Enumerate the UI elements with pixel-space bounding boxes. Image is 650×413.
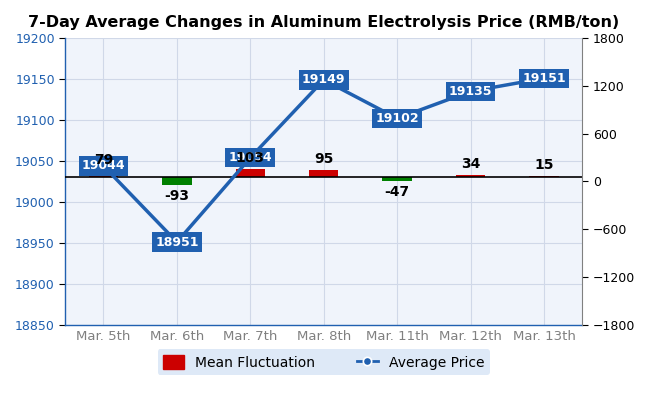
Bar <box>162 177 192 185</box>
Bar <box>236 169 265 177</box>
Text: 15: 15 <box>534 158 554 172</box>
Text: 103: 103 <box>236 151 265 165</box>
Title: 7-Day Average Changes in Aluminum Electrolysis Price (RMB/ton): 7-Day Average Changes in Aluminum Electr… <box>28 15 619 30</box>
Text: 95: 95 <box>314 152 333 166</box>
Bar <box>89 171 118 177</box>
Text: 19054: 19054 <box>229 151 272 164</box>
Text: -93: -93 <box>164 189 189 203</box>
Text: -47: -47 <box>385 185 410 199</box>
Text: 19151: 19151 <box>522 72 566 85</box>
Bar <box>529 176 559 177</box>
Text: 34: 34 <box>461 157 480 171</box>
Text: 79: 79 <box>94 153 113 167</box>
Text: 19044: 19044 <box>82 159 125 172</box>
Bar <box>309 170 339 177</box>
Text: 19149: 19149 <box>302 74 346 86</box>
Bar <box>456 175 486 177</box>
Legend: Mean Fluctuation, Average Price: Mean Fluctuation, Average Price <box>158 349 490 375</box>
Text: 19135: 19135 <box>449 85 492 98</box>
Text: 18951: 18951 <box>155 235 199 249</box>
Bar <box>382 177 412 181</box>
Text: 19102: 19102 <box>375 112 419 125</box>
